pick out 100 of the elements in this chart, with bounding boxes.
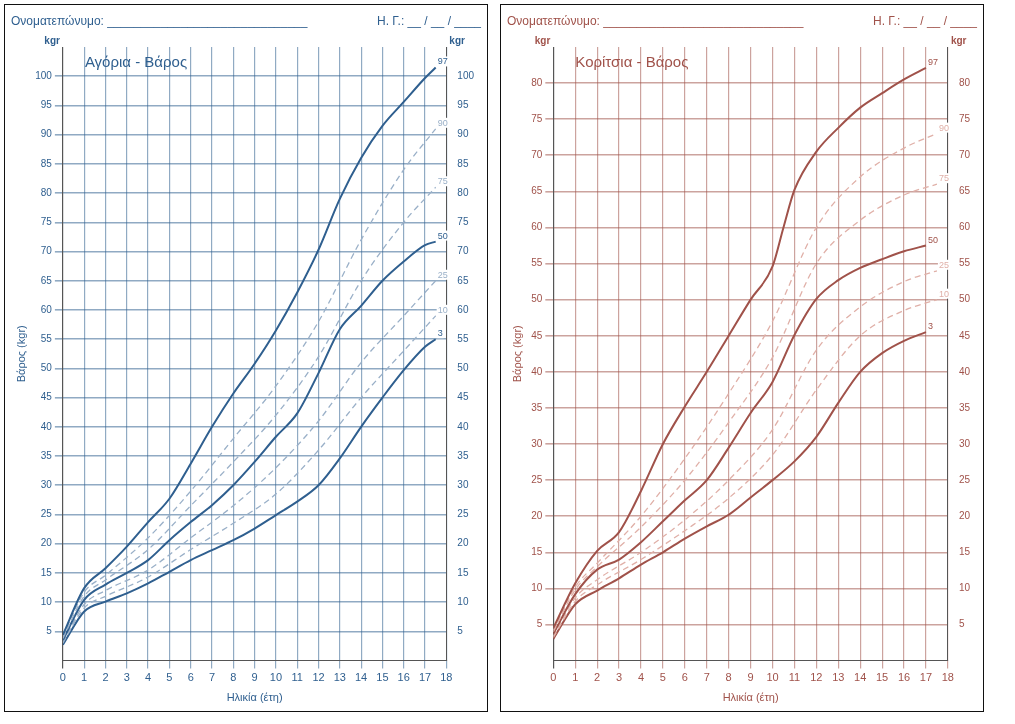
x-axis-title: Ηλικία (έτη) <box>722 691 779 704</box>
x-tick-label: 12 <box>312 671 325 684</box>
y2-tick-label: 60 <box>958 221 971 233</box>
x-tick-label: 9 <box>251 671 258 684</box>
x-tick-label: 16 <box>897 671 911 684</box>
y-tick-label: 60 <box>531 221 543 233</box>
series-label: 75 <box>437 176 448 187</box>
y-tick-label: 70 <box>531 149 543 161</box>
x-tick-label: 14 <box>854 671 867 684</box>
series-label: 50 <box>437 230 448 241</box>
x-tick-label: 11 <box>291 671 303 684</box>
series-label: 25 <box>437 269 448 280</box>
y2-tick-label: 45 <box>457 391 469 403</box>
x-tick-label: 3 <box>123 671 130 684</box>
text: kgr <box>534 34 551 46</box>
y-tick-label: 20 <box>531 509 543 521</box>
text: Ονοματεπώνυμο: ______________________________ <box>11 13 308 30</box>
y2-tick-label: 60 <box>457 303 469 315</box>
y2-tick-label: 55 <box>457 332 469 344</box>
series-label: 3 <box>437 328 443 339</box>
y-tick-label: 10 <box>531 582 543 594</box>
y2-tick-label: 65 <box>958 185 971 197</box>
x-tick-label: 2 <box>102 671 109 684</box>
x-tick-label: 11 <box>788 671 801 684</box>
x-tick-label: 13 <box>333 671 346 684</box>
x-tick-label: 8 <box>230 671 237 684</box>
x-tick-label: 13 <box>832 671 845 684</box>
text: Ονοματεπώνυμο: ______________________________ <box>507 13 804 30</box>
y-tick-label: 40 <box>40 420 53 432</box>
text: kgr <box>44 34 60 46</box>
y2-tick-label: 35 <box>457 449 469 461</box>
y-tick-label: 75 <box>40 216 53 228</box>
y-tick-label: 80 <box>40 186 53 198</box>
y2-tick-label: 100 <box>457 69 475 81</box>
series-label: 10 <box>437 304 448 315</box>
y2-tick-label: 45 <box>958 329 971 341</box>
y-tick-label: 90 <box>40 128 53 140</box>
y-tick-label: 85 <box>40 157 53 169</box>
y2-tick-label: 80 <box>457 186 469 198</box>
x-tick-label: 5 <box>659 671 666 684</box>
y2-tick-label: 20 <box>958 509 971 521</box>
y-tick-label: 45 <box>531 329 543 341</box>
y-tick-label: 55 <box>40 332 53 344</box>
y2-tick-label: 30 <box>958 437 971 449</box>
text: kgr <box>950 34 967 46</box>
y2-tick-label: 90 <box>457 128 469 140</box>
y2-tick-label: 25 <box>457 508 469 520</box>
y-tick-label: 5 <box>46 625 53 637</box>
text: Η. Γ.: __ / __ / ____ <box>376 13 481 30</box>
x-tick-label: 7 <box>703 671 710 684</box>
y-tick-label: 25 <box>531 473 543 485</box>
y2-tick-label: 50 <box>958 293 971 305</box>
y-tick-label: 75 <box>531 112 543 124</box>
x-tick-label: 10 <box>269 671 283 684</box>
x-tick-label: 9 <box>747 671 754 684</box>
chart-title: Αγόρια - Βάρος <box>84 52 188 70</box>
y2-tick-label: 10 <box>457 595 469 607</box>
x-tick-label: 0 <box>550 671 557 684</box>
y-tick-label: 65 <box>40 274 53 286</box>
y-tick-label: 50 <box>40 362 53 374</box>
y-tick-label: 15 <box>40 566 53 578</box>
y-tick-label: 20 <box>40 537 53 549</box>
y2-tick-label: 15 <box>958 546 971 558</box>
y-tick-label: 60 <box>40 303 53 315</box>
x-tick-label: 0 <box>59 671 66 684</box>
y-tick-label: 50 <box>531 293 543 305</box>
y2-tick-label: 55 <box>958 257 971 269</box>
series-label: 3 <box>927 321 933 332</box>
y-tick-label: 25 <box>40 508 53 520</box>
x-tick-label: 6 <box>681 671 688 684</box>
x-tick-label: 4 <box>637 671 645 684</box>
y-tick-label: 95 <box>40 99 53 111</box>
y2-tick-label: 75 <box>958 112 971 124</box>
y2-tick-label: 70 <box>958 149 971 161</box>
y-tick-label: 45 <box>40 391 53 403</box>
series-label: 25 <box>938 259 949 270</box>
x-tick-label: 16 <box>397 671 410 684</box>
y-tick-label: 30 <box>531 437 543 449</box>
y-tick-label: 100 <box>35 69 53 81</box>
x-axis-title: Ηλικία (έτη) <box>226 691 283 704</box>
y2-tick-label: 40 <box>457 420 469 432</box>
y2-tick-label: 40 <box>958 365 971 377</box>
x-tick-label: 17 <box>919 671 933 684</box>
y-axis-title: Βάρος (kgr) <box>14 325 27 383</box>
x-tick-label: 18 <box>941 671 954 684</box>
y2-tick-label: 30 <box>457 479 469 491</box>
series-label: 50 <box>927 234 938 245</box>
series-label: 97 <box>927 56 938 67</box>
y2-tick-label: 5 <box>457 625 464 637</box>
y2-tick-label: 25 <box>958 473 971 485</box>
y-tick-label: 5 <box>536 618 543 630</box>
y2-tick-label: 20 <box>457 537 469 549</box>
x-tick-label: 7 <box>208 671 216 684</box>
y-tick-label: 65 <box>531 185 543 197</box>
x-tick-label: 15 <box>875 671 889 684</box>
y-tick-label: 15 <box>531 546 543 558</box>
x-tick-label: 3 <box>616 671 623 684</box>
chart-title: Κορίτσια - Βάρος <box>575 52 689 70</box>
x-tick-label: 15 <box>376 671 389 684</box>
x-tick-label: 12 <box>810 671 823 684</box>
